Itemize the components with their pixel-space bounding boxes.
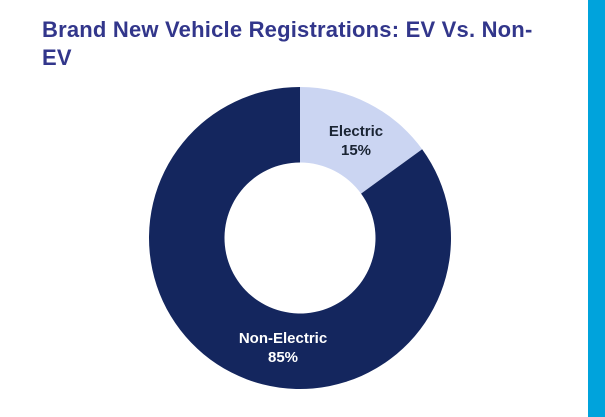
donut-slice-electric <box>300 87 423 194</box>
donut-slice-non-electric <box>149 87 452 389</box>
chart-title: Brand New Vehicle Registrations: EV Vs. … <box>42 17 533 70</box>
accent-bar <box>588 0 605 417</box>
